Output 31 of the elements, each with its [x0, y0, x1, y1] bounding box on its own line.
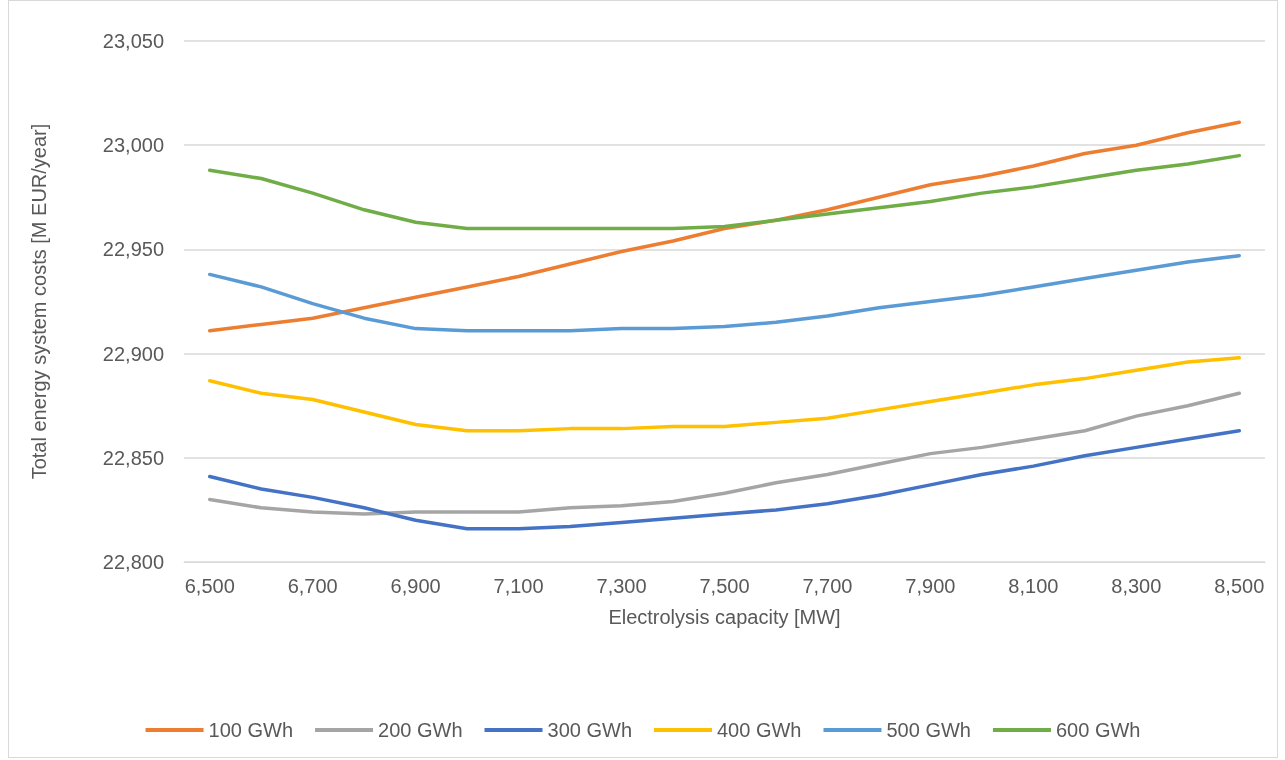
x-tick-label: 7,900	[905, 575, 956, 597]
legend-label: 300 GWh	[547, 719, 632, 741]
x-axis-title: Electrolysis capacity [MW]	[608, 606, 841, 628]
x-tick-label: 8,300	[1111, 575, 1162, 597]
x-tick-label: 8,500	[1214, 575, 1265, 597]
y-tick-label: 22,850	[102, 446, 164, 469]
legend-label: 200 GWh	[378, 719, 463, 741]
y-axis-title: Total energy system costs [M EUR/year]	[28, 123, 50, 480]
y-tick-label: 22,900	[102, 342, 164, 365]
legend-label: 600 GWh	[1055, 719, 1141, 741]
x-tick-label: 8,100	[1008, 575, 1059, 597]
x-tick-label: 6,900	[390, 575, 441, 597]
y-tick-label: 23,000	[102, 134, 164, 157]
legend-label: 100 GWh	[208, 719, 294, 741]
x-tick-label: 7,700	[802, 575, 853, 597]
line-series	[207, 120, 1242, 333]
line-series	[207, 391, 1242, 516]
x-tick-label: 7,500	[699, 575, 750, 597]
line-series	[207, 428, 1242, 531]
x-tick-label: 7,300	[596, 575, 647, 597]
line-series	[207, 153, 1242, 231]
line-series	[207, 356, 1242, 433]
legend-label: 400 GWh	[717, 719, 802, 741]
x-tick-label: 7,100	[493, 575, 544, 597]
legend-label: 500 GWh	[886, 719, 971, 741]
y-tick-label: 23,050	[102, 30, 164, 52]
x-tick-label: 6,700	[287, 575, 338, 597]
line-series	[207, 253, 1242, 333]
x-tick-label: 6,500	[184, 575, 235, 597]
y-tick-label: 22,800	[102, 551, 164, 573]
y-tick-label: 22,950	[102, 238, 164, 261]
